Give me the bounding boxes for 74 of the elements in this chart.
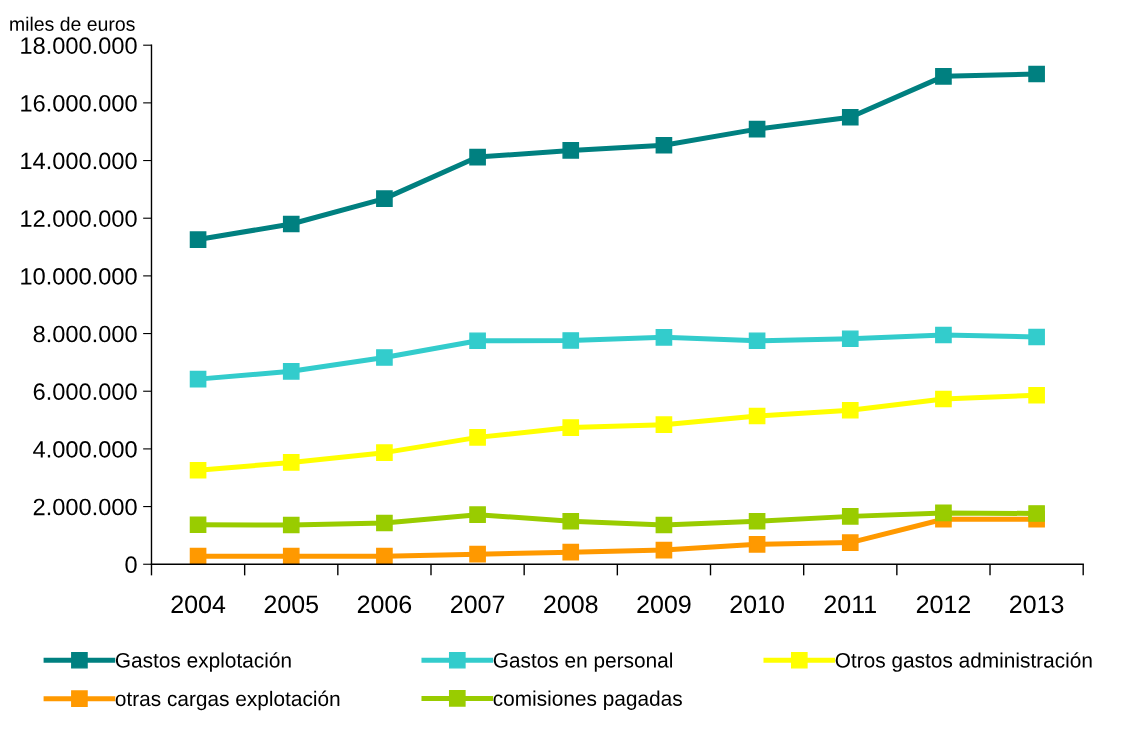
y-tick-label: 16.000.000 xyxy=(21,94,137,112)
point xyxy=(189,516,207,534)
x-tick-label: 2013 xyxy=(1010,595,1064,614)
point xyxy=(189,461,207,479)
point xyxy=(1028,328,1045,346)
point xyxy=(376,514,393,532)
y-tick-label: 12.000.000 xyxy=(21,210,137,227)
point xyxy=(562,543,580,561)
point xyxy=(841,534,859,551)
x-tick-label: 2007 xyxy=(451,595,505,614)
point xyxy=(376,444,393,461)
y-tick-label: 4.000.000 xyxy=(33,440,137,458)
point xyxy=(282,362,300,380)
point xyxy=(1028,386,1045,404)
point xyxy=(189,547,207,565)
point xyxy=(562,419,580,436)
y-tick-label: 2.000.000 xyxy=(33,498,137,516)
y-tick-label: 14.000.000 xyxy=(21,152,137,170)
point xyxy=(935,390,952,408)
point xyxy=(282,516,300,534)
point xyxy=(282,454,300,471)
point xyxy=(748,512,766,530)
x-tick-label: 2010 xyxy=(730,595,784,614)
point xyxy=(748,332,766,350)
point xyxy=(748,120,766,138)
point xyxy=(655,136,673,154)
point xyxy=(841,330,859,348)
x-tick-label: 2008 xyxy=(544,595,598,614)
point xyxy=(376,547,393,565)
x-tick-label: 2011 xyxy=(824,595,876,614)
legend-label: Gastos explotación xyxy=(115,652,291,672)
x-tick-label: 2006 xyxy=(357,595,412,614)
legend-label: otras cargas explotación xyxy=(115,690,340,711)
point xyxy=(282,215,300,233)
y-axis-title: miles de euros xyxy=(10,16,135,31)
point xyxy=(655,328,673,346)
point xyxy=(469,506,486,523)
y-tick-label: 6.000.000 xyxy=(33,383,137,401)
point xyxy=(655,541,673,559)
y-tick-label: 8.000.000 xyxy=(33,325,137,343)
point xyxy=(841,508,859,525)
point xyxy=(282,547,300,565)
point xyxy=(376,190,393,207)
point xyxy=(1028,65,1045,83)
x-tick-label: 2009 xyxy=(637,595,691,614)
point xyxy=(562,332,580,349)
point xyxy=(655,516,673,534)
point xyxy=(935,68,952,85)
point xyxy=(935,504,952,522)
point xyxy=(189,370,207,388)
y-tick-label: 0 xyxy=(125,556,137,574)
point xyxy=(841,108,859,126)
point xyxy=(655,416,673,434)
y-tick-label: 10.000.000 xyxy=(21,267,137,285)
legend-label: comisiones pagadas xyxy=(493,690,682,711)
y-tick-label: 18.000.000 xyxy=(21,37,137,54)
point xyxy=(935,326,952,344)
point xyxy=(562,512,580,530)
point xyxy=(469,545,486,563)
point xyxy=(469,332,486,350)
point xyxy=(189,231,207,248)
point xyxy=(469,148,486,166)
x-tick-label: 2012 xyxy=(916,595,970,614)
point xyxy=(1028,505,1045,522)
point xyxy=(748,407,766,425)
point xyxy=(841,401,859,419)
x-tick-label: 2005 xyxy=(264,595,318,614)
x-tick-label: 2004 xyxy=(171,595,226,614)
legend-label: Gastos en personal xyxy=(493,652,672,672)
point xyxy=(376,349,393,366)
point xyxy=(748,536,766,553)
point xyxy=(562,142,580,159)
point xyxy=(469,429,486,446)
legend-label: Otros gastos administración xyxy=(835,652,1092,672)
